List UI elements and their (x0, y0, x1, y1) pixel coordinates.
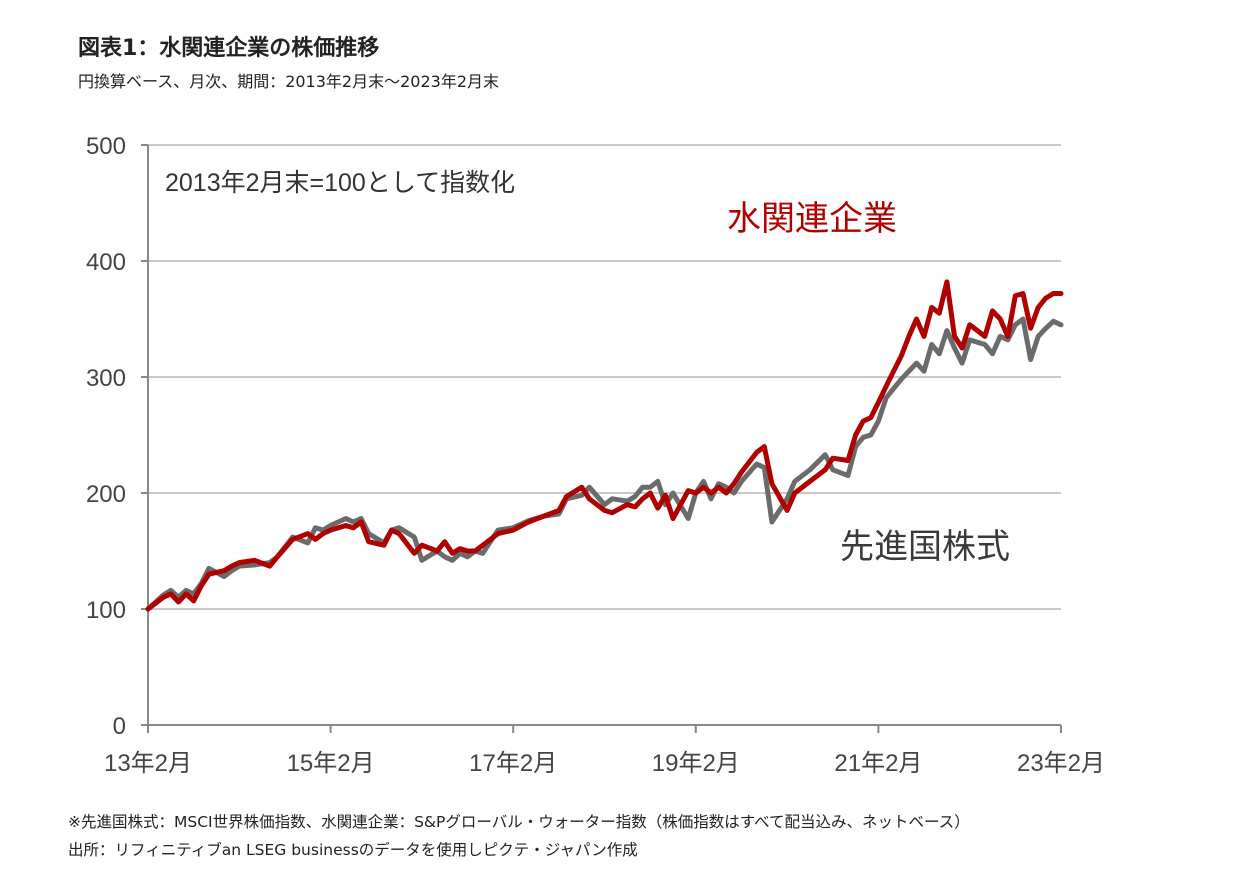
chart-title: 図表1：水関連企業の株価推移 (78, 36, 380, 61)
chart-subtitle: 円換算ベース、月次、期間：2013年2月末～2023年2月末 (78, 72, 499, 91)
series-line-developed (145, 316, 1064, 612)
x-tick-label-1: 15年2月 (287, 750, 375, 777)
axes: 0 100 200 300 400 500 13年2月 15年2月 17年2月 19年2月 21年2… (86, 133, 1105, 777)
footnote-data-source: 出所：リフィニティブan LSEG businessのデータを使用しピクテ・ジャ… (68, 841, 638, 859)
x-tick-label-5: 23年2月 (1017, 750, 1105, 777)
series-label-developed: 先進国株式 (840, 527, 1010, 567)
series-label-water: 水関連企業 (727, 199, 897, 239)
series-lines (145, 279, 1064, 612)
y-tick-label-400: 400 (86, 249, 126, 276)
y-tick-label-500: 500 (86, 133, 126, 160)
x-tick-label-0: 13年2月 (104, 750, 192, 777)
y-tick-label-200: 200 (86, 481, 126, 508)
x-tick-label-3: 19年2月 (652, 750, 740, 777)
footnote-source-indices: ※先進国株式：MSCI世界株価指数、水関連企業：S&Pグローバル・ウォーター指数… (68, 813, 970, 831)
x-tick-label-4: 21年2月 (834, 750, 922, 777)
series-line-water (145, 279, 1064, 612)
y-tick-label-100: 100 (86, 597, 126, 624)
y-tick-label-300: 300 (86, 365, 126, 392)
grid-lines (148, 144, 1061, 610)
index-annotation: 2013年2月末=100として指数化 (165, 169, 515, 197)
x-tick-label-2: 17年2月 (469, 750, 557, 777)
y-tick-label-0: 0 (113, 713, 126, 740)
